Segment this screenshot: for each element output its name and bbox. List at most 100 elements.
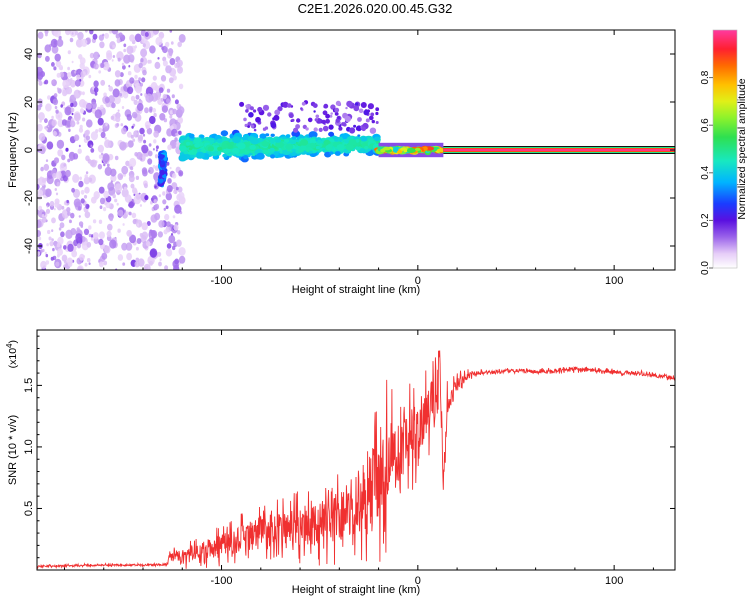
spectrogram-cell [149,248,158,258]
spectrogram-cell [37,194,42,201]
spectrogram-cell [45,55,50,62]
colorbar-tick-label: 0.8 [700,70,711,84]
spectrogram-cell [188,133,195,139]
spectrogram-cell [71,250,78,258]
spectrogram-cell [63,245,67,250]
spectrogram-cell [170,41,174,45]
spectrogram-cell [80,198,85,204]
spectrogram-cell [110,174,117,182]
spectrogram-cell [155,149,158,152]
spectrogram-cell [53,157,60,164]
spectrogram-cell [128,64,131,68]
spectrogram-cell [178,130,182,135]
spectrogram-cell [307,117,313,123]
spectrogram-cell [140,48,148,58]
spectrogram-cell [312,103,318,108]
spectrogram-cell [37,123,43,132]
spectrogram-cell [126,114,132,121]
spectrogram-cell [345,144,354,151]
spectrogram-cell [130,183,135,189]
spectrogram-cell [74,31,79,36]
spectrogram-cell [178,83,184,90]
spectrogram-cell [119,93,123,97]
spectrogram-cell [167,178,172,184]
spectrogram-cell [142,43,146,48]
spectrogram-cell [253,109,257,113]
spectrogram-cell [64,106,72,116]
spectrogram-cell [173,224,179,231]
spectrogram-cell [103,163,106,167]
spectrogram-cell [178,247,186,256]
spectrogram-cell [140,93,143,96]
spectrogram-cell [66,199,69,204]
spectrogram-cell [88,74,92,79]
spectrogram-cell [147,158,153,165]
spectrogram-cell [116,202,119,206]
spectrogram-ytick-label: 40 [23,48,35,60]
spectrogram-cell [360,102,367,108]
spectrogram-cell [164,213,170,221]
spectrogram-cell [247,136,254,142]
spectrogram-cell [104,96,110,104]
spectrogram-cell [345,106,348,110]
spectrogram-cell [121,242,128,251]
spectrogram-cell [116,190,121,196]
spectrogram-cell [357,117,362,122]
spectrogram-cell [73,198,81,208]
spectrogram-cell [90,237,94,241]
spectrogram-cell [348,139,357,146]
snr-ytick-label: 1.0 [23,439,35,454]
spectrogram-cell [243,117,247,122]
spectrogram-cell [100,62,105,68]
spectrogram-cell [56,181,61,187]
spectrogram-cell [57,149,64,157]
spectrogram-cell [66,72,72,78]
spectrogram-cell [73,174,76,178]
spectrogram-cell [111,30,119,35]
spectrogram-cell [59,71,65,78]
spectrogram-cell [176,239,182,247]
spectrogram-cell [300,139,309,146]
spectrogram-cell [133,79,139,87]
snr-multiplier-close: ) [7,340,19,344]
spectrogram-cell [154,203,160,210]
spectrogram-cell [97,163,103,170]
spectrogram-cell [59,162,68,172]
spectrogram-cell [50,38,58,48]
spectrogram-ytick-label: -40 [23,238,35,254]
spectrogram-cell [51,45,59,54]
spectrogram-cell [67,50,71,55]
spectrogram-cell [253,128,257,132]
spectrogram-cell [177,186,183,193]
spectrogram-cell [114,95,121,105]
spectrogram-cell [166,243,172,249]
spectrogram-cell [63,260,67,264]
spectrogram-cell [270,122,277,129]
spectrogram-cell [56,38,64,48]
spectrogram-ytick-label: 0 [23,147,35,153]
spectrogram-cell [144,32,149,37]
spectrogram-cell [39,146,46,155]
spectrogram-cell [128,201,134,209]
spectrogram-cell [325,113,330,119]
spectrogram-cell [112,44,116,49]
spectrogram-cell [88,225,92,230]
spectrogram-cell [38,80,43,86]
spectrogram-cell [148,59,152,64]
spectrogram-cell [78,180,84,188]
spectrogram-cell [94,109,103,119]
spectrogram-cell [154,154,159,159]
spectrogram-cell [287,103,292,108]
spectrogram-cell [88,233,92,238]
spectrogram-cell [93,86,99,93]
spectrogram-cell [329,114,333,118]
spectrogram-cell [169,166,172,170]
spectrogram-cell [53,208,56,211]
spectrogram-cell [163,229,168,235]
spectrogram-cell [172,75,177,81]
spectrogram-cell [77,206,82,211]
spectrogram-cell [121,106,125,109]
spectrogram-cell [361,126,367,132]
colorbar-tick-label: 0.2 [700,213,711,227]
spectrogram-cell [61,119,68,126]
